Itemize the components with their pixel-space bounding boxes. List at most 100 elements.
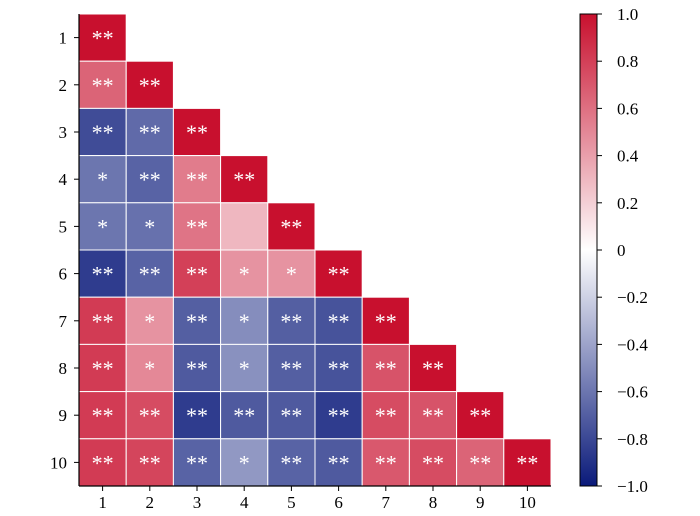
y-tick-label-5: 5 — [59, 217, 68, 236]
significance-label-7-7: ** — [375, 309, 397, 334]
colorbar-tick-label: −1.0 — [617, 477, 648, 496]
heatmap-axes — [78, 14, 551, 487]
colorbar-tick-label: 0 — [617, 241, 626, 260]
heatmap-cell-7-3 — [172, 296, 222, 345]
heatmap-cell-5-5 — [267, 202, 316, 251]
significance-label-8-4: * — [239, 356, 250, 381]
heatmap-cell-10-5 — [267, 438, 316, 487]
significance-label-5-1: * — [97, 214, 108, 239]
y-tick-label-7: 7 — [59, 312, 68, 331]
significance-label-10-2: ** — [139, 450, 161, 475]
y-tick-label-2: 2 — [59, 76, 68, 95]
heatmap-cell-9-2 — [125, 391, 174, 440]
y-tick-label-9: 9 — [59, 406, 68, 425]
colorbar-tick-label: −0.6 — [617, 383, 648, 402]
significance-label-7-4: * — [239, 309, 250, 334]
significance-label-10-8: ** — [422, 450, 444, 475]
significance-label-6-4: * — [239, 262, 250, 287]
significance-label-9-9: ** — [469, 403, 491, 428]
heatmap-cell-7-7 — [361, 296, 410, 345]
x-tick-label-4: 4 — [240, 493, 249, 512]
x-tick-label-9: 9 — [476, 493, 485, 512]
heatmap-cell-2-2 — [125, 60, 174, 109]
heatmap-cell-8-2 — [125, 343, 174, 393]
heatmap-cell-6-5 — [267, 249, 316, 298]
x-tick-labels: 1 2 3 4 5 6 7 8 9 10 — [98, 486, 536, 512]
significance-label-9-3: ** — [186, 403, 208, 428]
x-tick-label-10: 10 — [519, 493, 536, 512]
heatmap-cell-10-6 — [314, 438, 363, 487]
significance-label-5-2: * — [144, 214, 155, 239]
significance-label-6-1: ** — [92, 262, 114, 287]
significance-label-8-8: ** — [422, 356, 444, 381]
heatmap-cell-3-3 — [172, 107, 222, 157]
heatmap-cells: **** **** ** *** ** ** *** * ** **** ** ** * * **** * **… — [78, 13, 552, 487]
heatmap-cell-2-1 — [78, 60, 127, 109]
heatmap-cell-9-1 — [78, 391, 127, 440]
colorbar-tick-label: 1.0 — [617, 5, 638, 24]
significance-label-7-5: ** — [280, 309, 302, 334]
heatmap-cell-9-4 — [220, 391, 269, 440]
significance-label-6-3: ** — [186, 262, 208, 287]
y-tick-label-10: 10 — [50, 453, 67, 472]
significance-label-9-2: ** — [139, 403, 161, 428]
significance-label-6-6: ** — [328, 262, 350, 287]
heatmap-cell-10-7 — [361, 438, 410, 487]
significance-label-7-3: ** — [186, 309, 208, 334]
heatmap-cell-10-3 — [172, 438, 222, 487]
x-tick-label-8: 8 — [429, 493, 438, 512]
colorbar-tick-label: 0.4 — [617, 147, 639, 166]
heatmap-cell-1-1 — [78, 13, 127, 62]
significance-label-3-2: ** — [139, 120, 161, 145]
heatmap-cell-5-2 — [125, 202, 174, 251]
heatmap-cell-9-9 — [456, 391, 505, 440]
x-tick-label-2: 2 — [146, 493, 155, 512]
significance-label-7-6: ** — [328, 309, 350, 334]
significance-label-10-10: ** — [516, 450, 538, 475]
significance-label-10-1: ** — [92, 450, 114, 475]
significance-label-4-3: ** — [186, 167, 208, 192]
significance-label-8-5: ** — [280, 356, 302, 381]
heatmap-cell-7-2 — [125, 296, 174, 345]
x-tick-label-1: 1 — [98, 493, 107, 512]
heatmap-cell-7-1 — [78, 296, 127, 345]
heatmap-cell-10-4 — [220, 438, 269, 487]
significance-label-5-5: ** — [280, 214, 302, 239]
significance-label-3-3: ** — [186, 120, 208, 145]
x-tick-label-6: 6 — [334, 493, 343, 512]
significance-label-6-2: ** — [139, 262, 161, 287]
heatmap-cell-5-4 — [220, 202, 269, 251]
significance-label-3-1: ** — [92, 120, 114, 145]
significance-label-10-9: ** — [469, 450, 491, 475]
heatmap-cell-10-2 — [125, 438, 174, 487]
significance-label-9-8: ** — [422, 403, 444, 428]
heatmap-cell-9-5 — [267, 391, 316, 440]
colorbar-tick-label: 0.8 — [617, 52, 638, 71]
significance-label-9-5: ** — [280, 403, 302, 428]
significance-label-9-7: ** — [375, 403, 397, 428]
significance-label-9-6: ** — [328, 403, 350, 428]
significance-label-8-6: ** — [328, 356, 350, 381]
colorbar-gradient — [579, 13, 598, 487]
y-tick-label-4: 4 — [59, 170, 68, 189]
colorbar-tick-label: 0.2 — [617, 194, 638, 213]
heatmap-cell-8-4 — [220, 343, 269, 393]
significance-label-4-1: * — [97, 167, 108, 192]
significance-label-7-1: ** — [92, 309, 114, 334]
y-tick-label-1: 1 — [59, 29, 68, 48]
heatmap-cell-6-2 — [125, 249, 174, 298]
significance-label-7-2: * — [144, 309, 155, 334]
colorbar-tick-label: −0.2 — [617, 288, 648, 307]
heatmap-cell-8-1 — [78, 343, 127, 393]
y-tick-label-6: 6 — [59, 265, 68, 284]
significance-label-2-1: ** — [92, 73, 114, 98]
y-tick-label-3: 3 — [59, 123, 68, 142]
heatmap-cell-6-6 — [314, 249, 363, 298]
heatmap-cell-4-2 — [125, 155, 174, 204]
heatmap-cell-4-4 — [220, 155, 269, 204]
significance-label-4-4: ** — [233, 167, 255, 192]
colorbar-tick-label: 0.6 — [617, 99, 638, 118]
significance-label-2-2: ** — [139, 73, 161, 98]
heatmap-cell-10-1 — [78, 438, 127, 487]
